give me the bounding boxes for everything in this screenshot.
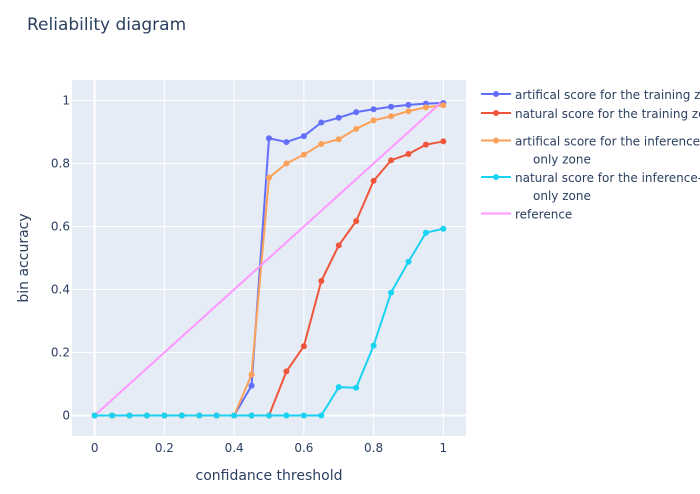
series-1-point [388,103,395,110]
series-4-point [422,229,429,236]
legend-label: artifical score for the inference- [515,135,700,149]
legend-label: artifical score for the training zone [515,88,700,102]
series-4-point [213,412,220,419]
series-2-point [318,277,325,284]
series-4-point [161,412,168,419]
y-tick-label: 0 [62,409,70,423]
x-tick-label: 1 [440,441,448,455]
series-3-point [422,104,429,111]
x-tick-label: 0.6 [294,441,313,455]
series-3-point [266,174,272,181]
series-1-point [370,106,377,113]
legend-swatch-marker [493,110,499,116]
legend-item-5[interactable]: reference [481,208,572,222]
series-1-point [283,139,290,146]
series-4-point [248,412,255,419]
legend-label: natural score for the inference- [515,171,700,185]
series-4-point [266,412,272,419]
series-1-point [266,135,272,142]
series-1-point [248,382,255,389]
legend-item-1[interactable]: artifical score for the training zone [481,88,700,102]
y-tick-label: 0.6 [51,219,70,233]
series-3-point [300,151,307,158]
series-2-point [422,141,429,148]
series-line-5 [93,99,445,417]
series-1-point [405,101,412,108]
x-tick-label: 0.8 [364,441,383,455]
series-4-point [370,342,377,349]
legend-label: reference [515,208,572,222]
series-1-point [353,109,360,116]
y-tick-label: 0.2 [51,346,70,360]
y-tick-label: 0.8 [51,156,70,170]
y-tick-label: 0.4 [51,283,70,297]
series-3-point [335,136,342,143]
series-4-point [283,412,290,419]
series-4-point [353,384,360,391]
legend-swatch-marker [493,174,499,180]
legend-swatch-marker [493,137,499,144]
series-3-point [388,113,395,120]
legend-item-4[interactable]: natural score for the inference-only zon… [481,171,700,203]
series-4-point [178,412,185,419]
y-axis-ticks: 0 0.2 0.4 0.6 0.8 1 [51,93,70,422]
series-3-point [440,102,447,109]
series-1-point [335,114,342,121]
series-3-point [248,371,255,378]
series-3-point [370,117,377,124]
series-4-point [405,258,412,265]
series-markers [91,99,447,419]
series-4-point [300,412,307,419]
series-4-point [388,289,395,296]
series-4-point [335,384,342,391]
series-2-point [388,157,395,164]
series-4-point [91,412,98,419]
x-tick-label: 0.4 [225,441,244,455]
series-4-point [143,412,150,419]
series-2-point [335,242,342,249]
series-3-point [405,108,412,115]
y-tick-label: 1 [62,93,70,107]
legend-label: natural score for the training zone [515,107,700,121]
series-1-point [300,133,307,140]
series-3-point [318,140,325,147]
series-3-point [353,125,360,132]
series-2-point [405,151,412,158]
x-tick-label: 0 [91,441,99,455]
series-4-point [231,412,238,419]
series-4-point [196,412,203,419]
x-axis-title: confidance threshold [196,468,343,484]
series-3-point [283,160,290,167]
series-4-point [318,412,325,419]
series-2-point [283,368,290,375]
y-axis-title: bin accuracy [16,213,32,302]
legend[interactable]: artifical score for the training zone nat… [481,88,700,222]
legend-label: only zone [533,153,591,167]
series-2-point [370,177,377,184]
series-4-point [440,225,447,232]
x-axis-ticks: 0 0.2 0.4 0.6 0.8 1 [91,441,447,455]
chart-title: Reliability diagram [27,15,186,35]
series-1-point [318,119,325,126]
series-2-point [300,343,307,350]
legend-item-3[interactable]: artifical score for the inference-only z… [481,135,700,167]
legend-label: only zone [533,189,591,203]
legend-item-2[interactable]: natural score for the training zone [481,107,700,121]
series-2-point [353,218,360,225]
legend-swatch-marker [493,91,499,97]
series-4-point [126,412,133,419]
x-tick-label: 0.2 [155,441,174,455]
series-4-point [109,412,116,419]
series-2-point [440,138,447,145]
